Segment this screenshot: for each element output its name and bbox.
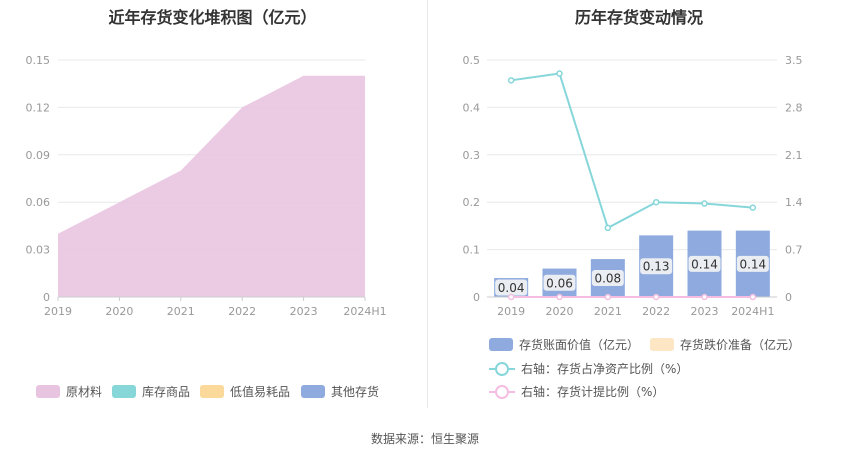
legend-label-impairment: 存货跌价准备（亿元） <box>680 338 801 352</box>
left-y-tick-label: 0 <box>43 291 50 304</box>
legend-swatch-net-asset-ratio <box>489 361 515 376</box>
right-right-y-tick-label: 3.5 <box>785 54 803 67</box>
legend-item-other[interactable]: 其他存货 <box>301 383 379 400</box>
legend-swatch-raw-material <box>36 385 60 398</box>
legend-swatch-book-value <box>489 338 513 351</box>
right-x-tick-label: 2023 <box>691 305 719 318</box>
legend-label-raw-material: 原材料 <box>66 385 103 399</box>
point-provision-ratio <box>556 293 563 301</box>
point-net-asset-ratio <box>701 200 708 207</box>
legend-item-book-value[interactable]: 存货账面价值（亿元） <box>489 336 639 353</box>
line-net-asset-ratio <box>511 72 753 230</box>
bar-data-label: 0.13 <box>643 260 670 274</box>
right-x-tick-label: 2022 <box>642 305 670 318</box>
right-x-tick-label: 2019 <box>497 305 525 318</box>
point-provision-ratio <box>749 293 757 301</box>
legend-label-provision-ratio: 右轴：存货计提比例（%） <box>521 385 665 399</box>
inventory-bar-line-chart: 0 0.1 0.2 0.3 0.4 0.5 0 0.7 1.4 2.1 2.8 3.5 0.04 0.06… <box>463 54 803 318</box>
legend-item-impairment[interactable]: 存货跌价准备（亿元） <box>650 336 800 353</box>
area-series-0 <box>58 75 365 297</box>
bar-data-label-bg <box>591 270 624 287</box>
left-x-tick-label: 2021 <box>167 305 195 318</box>
right-left-y-tick-label: 0 <box>473 291 480 304</box>
legend-swatch-provision-ratio <box>489 384 515 399</box>
stacked-area-chart: 0 0.03 0.06 0.09 0.12 0.15 2019 2020 2021 2022 202… <box>26 54 387 318</box>
left-chart-title: 近年存货变化堆积图（亿元） <box>108 8 317 27</box>
left-y-tick-label: 0.09 <box>26 149 51 162</box>
legend-item-provision-ratio[interactable]: 右轴：存货计提比例（%） <box>489 383 664 400</box>
point-provision-ratio <box>652 293 660 301</box>
right-right-y-tick-label: 0 <box>785 291 792 304</box>
legend-label-low-value: 低值易耗品 <box>230 385 291 399</box>
right-right-y-tick-label: 2.1 <box>785 149 803 162</box>
bar-data-label: 0.08 <box>594 272 621 286</box>
right-left-y-tick-label: 0.1 <box>463 244 481 257</box>
legend-label-other: 其他存货 <box>331 385 380 399</box>
left-y-tick-label: 0.15 <box>26 54 51 67</box>
right-chart-title: 历年存货变动情况 <box>574 8 703 27</box>
right-left-y-tick-label: 0.3 <box>463 149 481 162</box>
left-x-tick-label: 2020 <box>105 305 133 318</box>
panel-divider <box>427 0 428 408</box>
point-net-asset-ratio <box>652 198 660 206</box>
point-net-asset-ratio <box>507 77 515 84</box>
left-x-tick-label: 2019 <box>44 305 72 318</box>
bar-data-label-bg <box>495 279 528 296</box>
left-y-tick-label: 0.12 <box>26 101 51 114</box>
legend-label-inventory-goods: 库存商品 <box>142 385 191 399</box>
bar-data-label: 0.04 <box>498 281 525 295</box>
right-right-y-tick-label: 1.4 <box>785 196 803 209</box>
legend-swatch-other <box>301 385 325 398</box>
left-x-tick-label: 2023 <box>290 305 318 318</box>
point-net-asset-ratio <box>749 204 757 211</box>
legend-swatch-impairment <box>650 338 674 351</box>
point-provision-ratio <box>701 293 708 301</box>
bar-data-label-bg <box>543 274 576 291</box>
bar-data-label: 0.06 <box>546 276 573 290</box>
point-provision-ratio <box>507 293 515 301</box>
legend-item-low-value[interactable]: 低值易耗品 <box>200 383 290 400</box>
data-source: 数据来源：恒生聚源 <box>370 432 479 446</box>
right-x-tick-label: 2021 <box>594 305 622 318</box>
bar-data-label-bg <box>736 255 769 272</box>
legend-item-net-asset-ratio[interactable]: 右轴：存货占净资产比例（%） <box>489 360 688 377</box>
left-y-tick-label: 0.06 <box>26 196 51 209</box>
legend-swatch-inventory-goods <box>112 385 136 398</box>
bar-data-label-bg <box>640 258 673 275</box>
left-x-tick-label: 2024H1 <box>343 305 386 318</box>
point-net-asset-ratio <box>604 224 612 232</box>
bar-data-label: 0.14 <box>691 257 718 271</box>
legend-item-inventory-goods[interactable]: 库存商品 <box>112 383 190 400</box>
right-right-y-tick-label: 2.8 <box>785 101 803 114</box>
bar-data-label: 0.14 <box>739 257 766 271</box>
point-provision-ratio <box>604 293 612 301</box>
left-y-tick-label: 0.03 <box>26 244 51 257</box>
legend-swatch-low-value <box>200 385 224 398</box>
left-x-tick-label: 2022 <box>228 305 256 318</box>
legend-item-raw-material[interactable]: 原材料 <box>36 383 102 400</box>
right-left-y-tick-label: 0.2 <box>463 196 481 209</box>
right-left-y-tick-label: 0.5 <box>463 54 481 67</box>
bar-data-label-bg <box>688 255 721 272</box>
right-right-y-tick-label: 0.7 <box>785 244 803 257</box>
legend-label-net-asset-ratio: 右轴：存货占净资产比例（%） <box>521 362 689 376</box>
point-net-asset-ratio <box>556 70 563 77</box>
right-x-tick-label: 2024H1 <box>731 305 774 318</box>
right-x-tick-label: 2020 <box>546 305 574 318</box>
right-left-y-tick-label: 0.4 <box>463 101 481 114</box>
legend-label-book-value: 存货账面价值（亿元） <box>519 338 640 352</box>
